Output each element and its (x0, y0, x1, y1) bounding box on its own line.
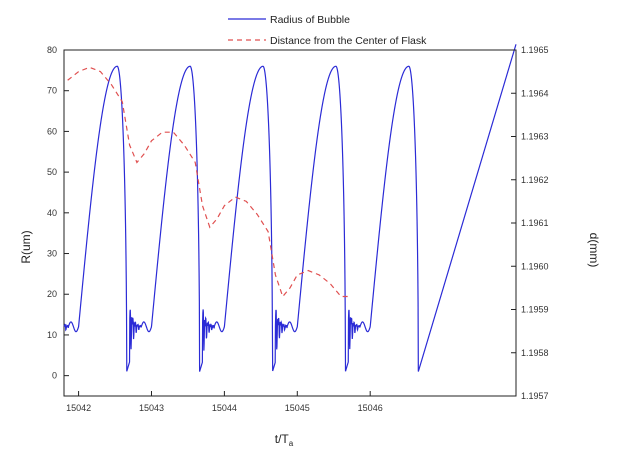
x-tick-label: 15045 (285, 403, 310, 413)
y-left-tick-label: 60 (47, 126, 57, 136)
series-line-distance (67, 66, 349, 298)
y-left-tick-label: 0 (52, 371, 57, 381)
x-axis-title-main: t/T (275, 432, 290, 446)
legend-label-distance: Distance from the Center of Flask (270, 35, 427, 47)
y-right-tick-label: 1.1957 (521, 391, 549, 401)
y-axis-right-title: d(mm) (587, 233, 601, 268)
y-left-tick-label: 20 (47, 289, 57, 299)
series-layer (63, 44, 517, 372)
x-axis-title-sub: a (289, 439, 294, 448)
y-left-tick-label: 70 (47, 86, 57, 96)
plot-area (63, 49, 517, 397)
x-tick-label: 15042 (66, 403, 91, 413)
y-right-tick-label: 1.1960 (521, 261, 549, 271)
y-right-tick-label: 1.1959 (521, 305, 549, 315)
y-right-tick-label: 1.1958 (521, 348, 549, 358)
y-left-tick-label: 40 (47, 208, 57, 218)
legend: Radius of Bubble Distance from the Cente… (228, 14, 427, 47)
y-right-tick-label: 1.1962 (521, 175, 549, 185)
axes-layer: 15042 15043 15044 15045 15046 0 10 20 30 40 50 60 70… (47, 45, 549, 413)
y-right-tick-label: 1.1964 (521, 88, 549, 98)
x-tick-label: 15043 (139, 403, 164, 413)
y-left-tick-label: 80 (47, 45, 57, 55)
y-right-tick-label: 1.1961 (521, 218, 549, 228)
x-axis-title: t/Ta (275, 432, 294, 448)
x-tick-label: 15044 (212, 403, 237, 413)
y-left-tick-label: 50 (47, 167, 57, 177)
series-line-radius (63, 44, 517, 372)
y-left-tick-label: 10 (47, 330, 57, 340)
y-right-tick-label: 1.1965 (521, 45, 549, 55)
legend-label-radius: Radius of Bubble (270, 14, 350, 26)
x-tick-label: 15046 (358, 403, 383, 413)
plot-frame (63, 49, 517, 397)
y-axis-left-title: R(um) (19, 230, 33, 263)
y-left-tick-label: 30 (47, 249, 57, 259)
y-right-tick-label: 1.1963 (521, 132, 549, 142)
